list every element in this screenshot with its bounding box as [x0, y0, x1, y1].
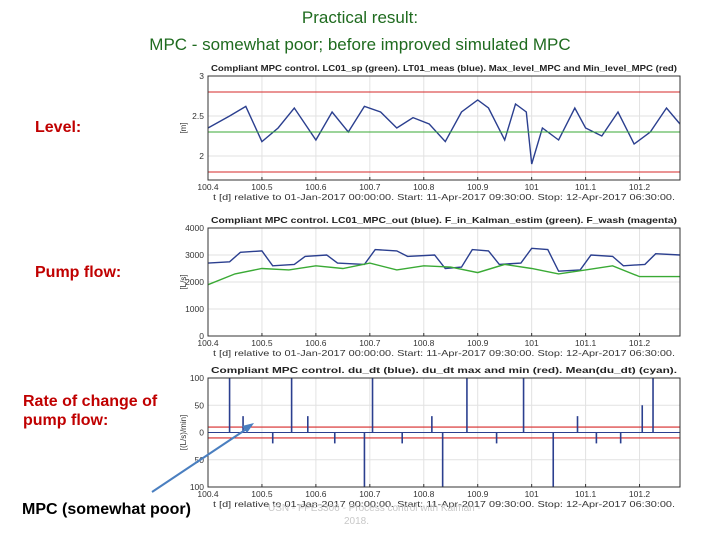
- x-tick-label: 100.9: [467, 338, 489, 348]
- y-tick-label: 2000: [185, 277, 204, 287]
- y-axis-label: [m]: [179, 122, 188, 133]
- x-tick-label: 100.6: [305, 182, 327, 192]
- x-tick-label: 100.8: [413, 338, 435, 348]
- x-tick-label: 100.7: [359, 489, 381, 499]
- chart-title: Compliant MPC control. du_dt (blue). du_…: [211, 365, 677, 375]
- arrow-head-icon: [242, 423, 254, 433]
- y-tick-label: 2: [199, 151, 204, 161]
- y-tick-label: 3: [199, 71, 204, 81]
- x-tick-label: 100.5: [251, 338, 273, 348]
- footer-text-1: USN - FPE3306 - Process control with Kal…: [268, 503, 481, 514]
- x-tick-label: 100.7: [359, 338, 381, 348]
- y-tick-label: 100: [190, 373, 204, 383]
- label-pump-flow: Pump flow:: [35, 264, 122, 281]
- x-tick-label: 101.1: [575, 489, 597, 499]
- x-axis-label: t [d] relative to 01-Jan-2017 00:00:00. …: [213, 192, 675, 202]
- x-tick-label: 100.5: [251, 182, 273, 192]
- arrow-pointer: [151, 427, 249, 493]
- slide-title-line1: Practical result:: [301, 8, 419, 27]
- plot-background: [208, 76, 680, 180]
- x-tick-label: 101.2: [629, 182, 651, 192]
- x-axis-label: t [d] relative to 01-Jan-2017 00:00:00. …: [213, 348, 675, 358]
- footer-text-2: 2018.: [344, 516, 370, 527]
- y-tick-label: 2.5: [192, 111, 204, 121]
- level-chart: 100.4 100.5 100.6 100.7 100.8 100.9 101 101.1 10…: [179, 63, 681, 202]
- slide-title-line2: MPC - somewhat poor; before improved sim…: [149, 35, 571, 54]
- x-tick-label: 100.6: [305, 489, 327, 499]
- y-tick-label: 0: [199, 331, 204, 341]
- x-tick-label: 100.5: [251, 489, 273, 499]
- chart-title: Compliant MPC control. LC01_sp (green). …: [211, 63, 677, 73]
- x-tick-label: 101.2: [629, 338, 651, 348]
- plot-frame: [207, 377, 681, 488]
- x-tick-label: 100.9: [467, 182, 489, 192]
- chart-title: Compliant MPC control. LC01_MPC_out (blu…: [211, 215, 677, 225]
- y-axis-label: [(L/s)/min]: [179, 415, 188, 451]
- x-tick-label: 101: [525, 338, 539, 348]
- x-tick-label: 100.4: [197, 489, 219, 499]
- x-tick-label: 101.1: [575, 338, 597, 348]
- x-tick-label: 101: [525, 489, 539, 499]
- pump-flow-chart: 100.4 100.5 100.6 100.7 100.8 100.9 101 101.1 10…: [179, 215, 681, 358]
- series-line-f-in-kalman-estim: [207, 262, 680, 286]
- plot-frame: [207, 227, 681, 337]
- rate-of-change-chart: 100.4 100.5 100.6 100.7 100.8 100.9 101 101.1 10…: [179, 365, 681, 509]
- y-tick-label: 3000: [185, 250, 204, 260]
- y-tick-label: 0: [199, 428, 204, 438]
- x-tick-label: 101.1: [575, 182, 597, 192]
- y-tick-label: 4000: [185, 223, 204, 233]
- label-mpc-somewhat-poor: MPC (somewhat poor): [22, 501, 191, 518]
- x-tick-label: 100.8: [413, 489, 435, 499]
- x-tick-label: 100.7: [359, 182, 381, 192]
- y-tick-label: 1000: [185, 304, 204, 314]
- x-tick-label: 101: [525, 182, 539, 192]
- x-tick-label: 100.4: [197, 338, 219, 348]
- x-tick-label: 101.2: [629, 489, 651, 499]
- x-tick-label: 100.8: [413, 182, 435, 192]
- y-tick-label: 100: [190, 482, 204, 492]
- x-tick-label: 100.9: [467, 489, 489, 499]
- x-axis-label: t [d] relative to 01-Jan-2017 00:00:00. …: [213, 499, 675, 509]
- y-axis-label: [L/s]: [179, 274, 188, 289]
- plot-frame: [207, 75, 681, 181]
- x-tick-label: 100.6: [305, 338, 327, 348]
- label-level: Level:: [35, 119, 82, 136]
- label-rate-of-change: Rate of change of pump flow:: [23, 393, 158, 429]
- x-tick-label: 100.4: [197, 182, 219, 192]
- y-tick-label: 50: [195, 400, 205, 410]
- series-line-lt01-meas: [207, 99, 681, 165]
